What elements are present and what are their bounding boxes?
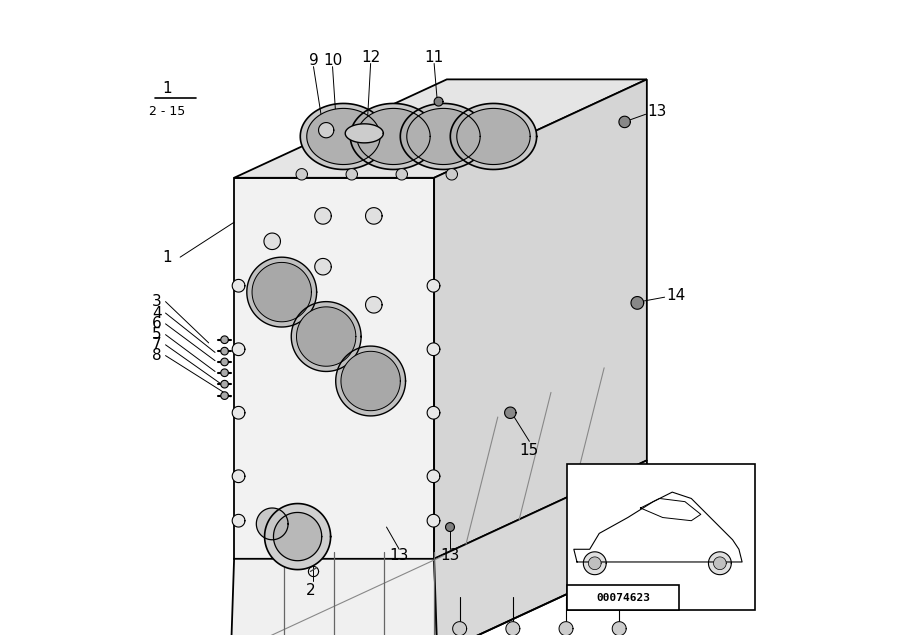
Polygon shape (396, 169, 408, 180)
Text: 13: 13 (647, 104, 666, 119)
Polygon shape (505, 407, 516, 418)
Polygon shape (428, 514, 440, 527)
Polygon shape (232, 406, 245, 419)
Polygon shape (307, 109, 380, 164)
Polygon shape (400, 104, 487, 170)
Polygon shape (559, 622, 573, 635)
Polygon shape (434, 460, 650, 635)
Polygon shape (407, 109, 481, 164)
Polygon shape (341, 351, 400, 411)
Text: 4: 4 (152, 305, 161, 321)
Polygon shape (220, 369, 229, 377)
Polygon shape (264, 297, 281, 313)
Text: 15: 15 (520, 443, 539, 458)
Polygon shape (301, 104, 387, 170)
Polygon shape (619, 116, 630, 128)
Polygon shape (446, 523, 454, 531)
Polygon shape (256, 508, 288, 540)
Text: 9: 9 (309, 53, 319, 68)
Polygon shape (336, 346, 406, 416)
Text: 8: 8 (152, 348, 161, 363)
Polygon shape (428, 279, 440, 292)
Polygon shape (296, 169, 308, 180)
Polygon shape (319, 123, 334, 138)
Polygon shape (583, 552, 607, 575)
Polygon shape (457, 109, 530, 164)
Polygon shape (428, 470, 440, 483)
Polygon shape (264, 233, 281, 250)
Polygon shape (265, 504, 330, 570)
Polygon shape (453, 622, 466, 635)
Text: 6: 6 (152, 316, 161, 331)
Polygon shape (232, 470, 245, 483)
Polygon shape (315, 258, 331, 275)
Polygon shape (346, 124, 383, 143)
Text: 5: 5 (152, 327, 161, 342)
Polygon shape (296, 307, 356, 366)
Polygon shape (220, 392, 229, 399)
Polygon shape (714, 557, 726, 570)
Polygon shape (234, 178, 434, 559)
Polygon shape (292, 302, 361, 371)
Polygon shape (274, 512, 321, 561)
Polygon shape (252, 262, 311, 322)
Text: 3: 3 (152, 294, 161, 309)
Text: 13: 13 (440, 548, 460, 563)
Polygon shape (350, 104, 436, 170)
Polygon shape (346, 169, 357, 180)
Polygon shape (434, 97, 443, 106)
Polygon shape (450, 104, 536, 170)
Bar (568, 464, 755, 610)
Polygon shape (506, 622, 520, 635)
Polygon shape (708, 552, 732, 575)
Polygon shape (356, 109, 430, 164)
Polygon shape (220, 358, 229, 366)
Polygon shape (315, 328, 331, 345)
Text: 13: 13 (390, 548, 409, 563)
Text: 11: 11 (425, 50, 444, 65)
Polygon shape (232, 514, 245, 527)
Polygon shape (589, 557, 601, 570)
Text: 2 - 15: 2 - 15 (149, 105, 185, 117)
Polygon shape (220, 336, 229, 344)
Text: 1: 1 (163, 81, 172, 97)
Text: 2: 2 (305, 583, 315, 598)
Polygon shape (428, 343, 440, 356)
Polygon shape (365, 208, 382, 224)
Polygon shape (220, 380, 229, 388)
Polygon shape (315, 208, 331, 224)
Polygon shape (220, 347, 229, 355)
Polygon shape (631, 297, 644, 309)
Polygon shape (231, 559, 437, 635)
Text: 10: 10 (323, 53, 342, 68)
Polygon shape (446, 169, 457, 180)
Text: 1: 1 (163, 250, 172, 265)
Text: 12: 12 (361, 50, 380, 65)
Polygon shape (428, 406, 440, 419)
Polygon shape (612, 622, 626, 635)
Polygon shape (232, 343, 245, 356)
Polygon shape (247, 257, 317, 327)
Polygon shape (234, 79, 647, 178)
Text: 00074623: 00074623 (596, 592, 650, 603)
Bar (568, 585, 679, 610)
Polygon shape (434, 79, 647, 559)
Polygon shape (232, 279, 245, 292)
Text: 7: 7 (152, 337, 161, 352)
Polygon shape (365, 297, 382, 313)
Text: 14: 14 (666, 288, 685, 303)
